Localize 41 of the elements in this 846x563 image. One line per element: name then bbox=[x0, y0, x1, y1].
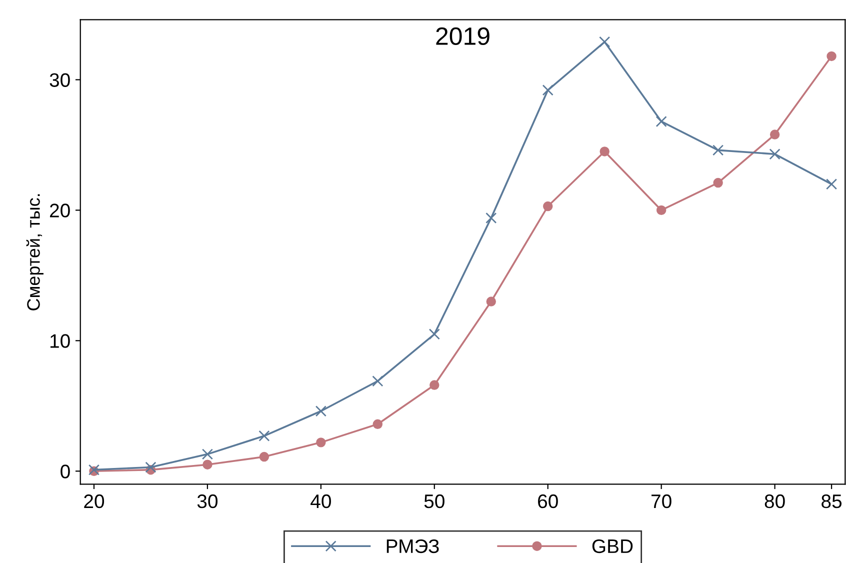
x-tick-label: 85 bbox=[822, 494, 842, 508]
chart-title: 2019 bbox=[436, 27, 490, 46]
x-tick-label: 20 bbox=[84, 494, 104, 508]
point bbox=[770, 130, 780, 140]
legend-label: GBD bbox=[592, 539, 633, 554]
point bbox=[202, 448, 214, 460]
point bbox=[372, 419, 383, 430]
point bbox=[769, 148, 780, 160]
x-tick-label: 30 bbox=[197, 494, 218, 508]
point bbox=[145, 462, 156, 473]
point bbox=[713, 178, 723, 188]
point bbox=[316, 438, 326, 448]
point bbox=[600, 146, 610, 156]
point bbox=[826, 51, 836, 62]
point bbox=[599, 36, 610, 48]
point bbox=[428, 328, 440, 340]
y-axis-title: Смертей, тыс. bbox=[26, 194, 44, 310]
legend-label: РМЭЗ bbox=[386, 539, 439, 554]
y-tick-label: 30 bbox=[50, 73, 70, 87]
y-tick-label: 20 bbox=[50, 204, 70, 218]
point bbox=[372, 376, 384, 387]
point bbox=[543, 201, 553, 212]
x-tick-label: 70 bbox=[652, 494, 672, 508]
x-tick-label: 60 bbox=[538, 494, 558, 508]
point bbox=[202, 460, 212, 470]
point bbox=[259, 452, 270, 462]
point bbox=[826, 178, 838, 190]
x-tick-label: 50 bbox=[424, 494, 444, 508]
point bbox=[486, 296, 496, 306]
point bbox=[656, 205, 666, 216]
point bbox=[430, 380, 440, 390]
y-tick-label: 10 bbox=[50, 334, 70, 348]
point bbox=[542, 84, 554, 96]
x-tick-label: 40 bbox=[310, 494, 331, 508]
point bbox=[486, 212, 497, 224]
point bbox=[656, 116, 667, 128]
x-tick-label: 80 bbox=[764, 494, 785, 508]
y-tick-label: 0 bbox=[60, 464, 70, 478]
point bbox=[712, 144, 724, 156]
point bbox=[258, 430, 270, 442]
point bbox=[315, 406, 326, 417]
